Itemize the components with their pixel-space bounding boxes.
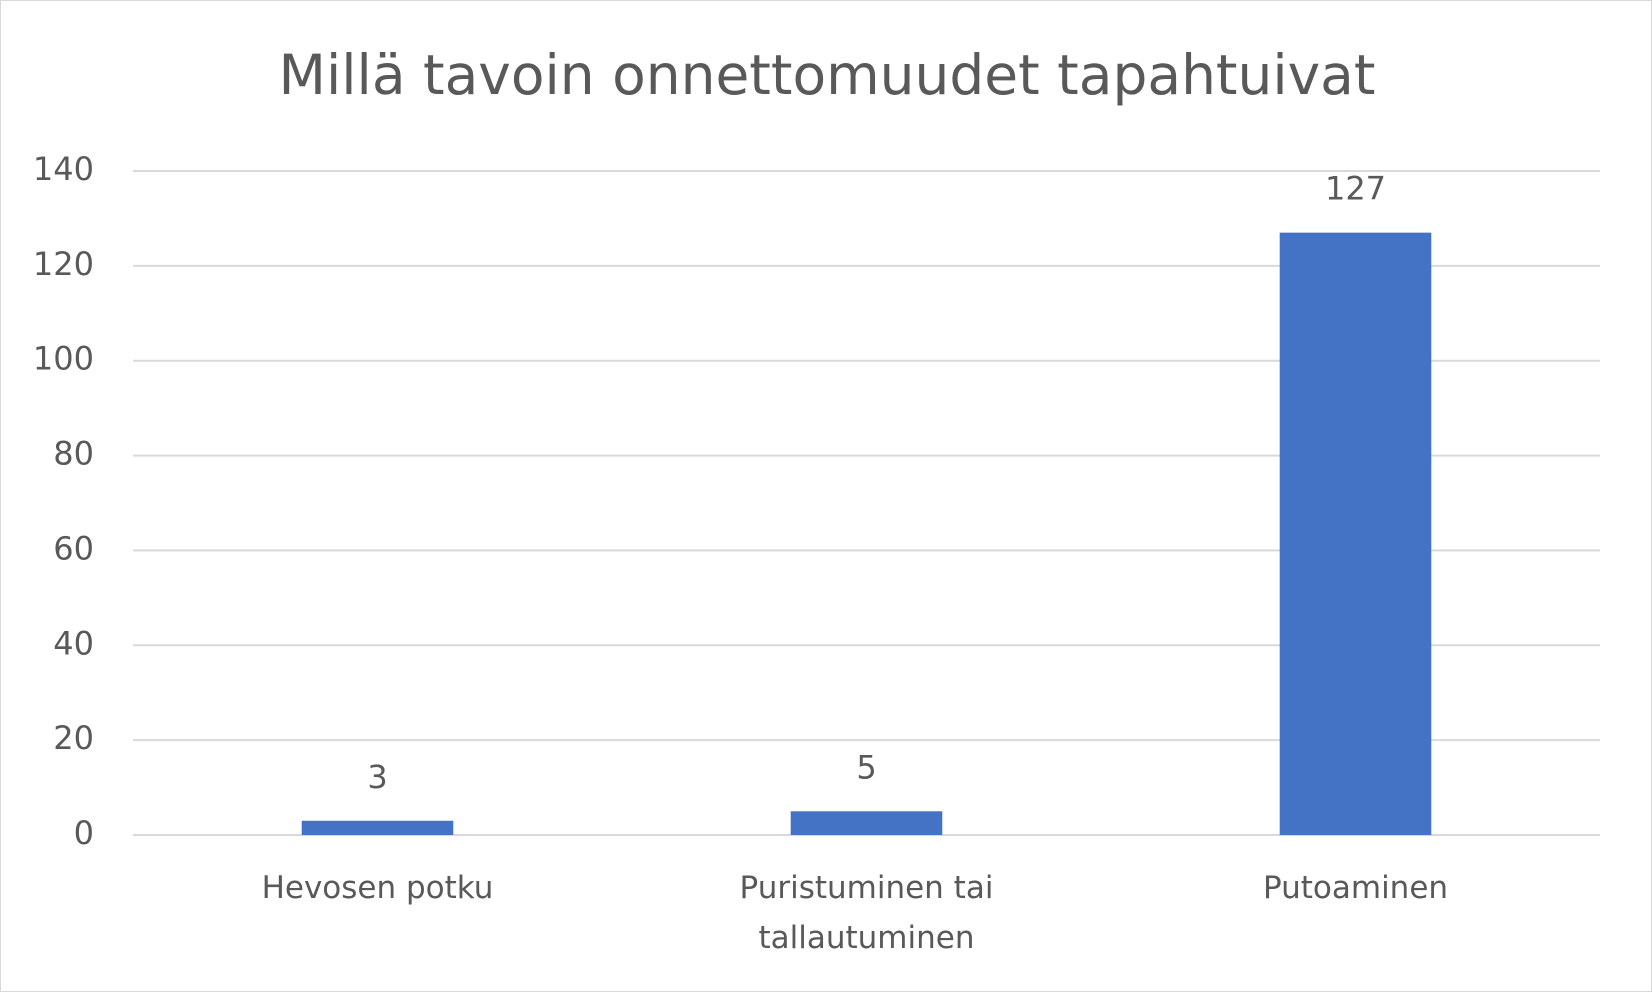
y-tick-label: 0 — [74, 814, 94, 852]
y-tick-label: 140 — [33, 150, 94, 188]
bar — [790, 811, 943, 835]
y-tick-label: 80 — [53, 435, 94, 473]
y-tick-label: 20 — [53, 719, 94, 757]
y-tick-label: 100 — [33, 340, 94, 378]
y-tick-label: 120 — [33, 245, 94, 283]
y-tick-label: 40 — [53, 624, 94, 662]
chart-title: Millä tavoin onnettomuudet tapahtuivat — [279, 43, 1376, 107]
data-label: 5 — [856, 748, 876, 786]
x-tick-label: Putoaminen — [1262, 870, 1449, 906]
data-label: 127 — [1325, 170, 1386, 208]
y-tick-label: 60 — [53, 529, 94, 567]
x-tick-label: Hevosen potku — [261, 870, 494, 906]
bar — [301, 820, 454, 835]
data-label: 3 — [367, 758, 387, 796]
x-tick-label: Puristuminen tai tallautuminen — [739, 870, 994, 956]
bar — [1279, 232, 1432, 835]
